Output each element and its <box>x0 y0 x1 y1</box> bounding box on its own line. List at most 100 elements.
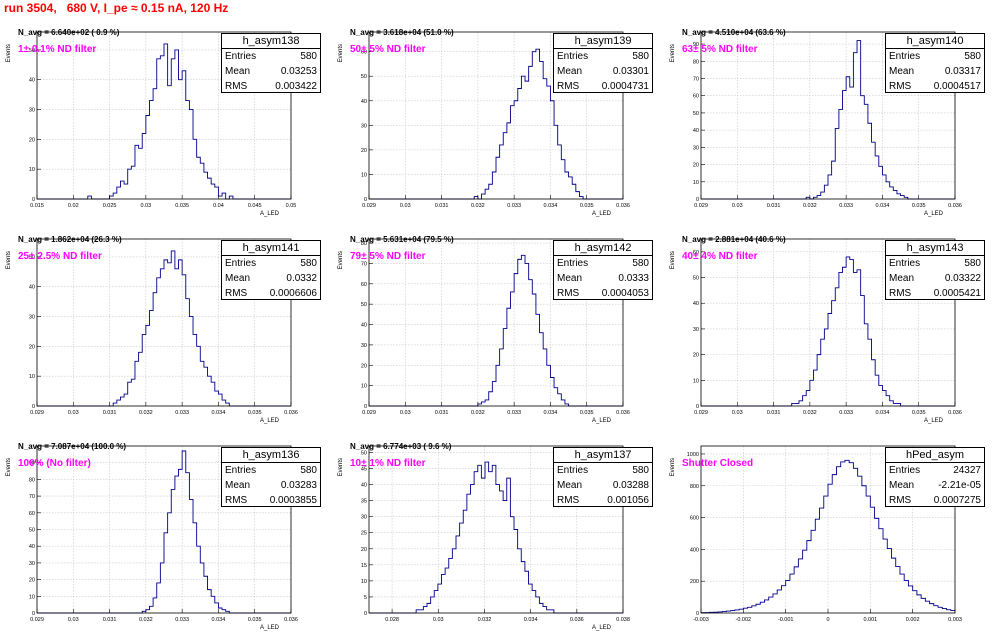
stats-value: 580 <box>632 465 649 476</box>
x-tick-label: 0.038 <box>616 617 630 623</box>
x-tick-label: 0.031 <box>767 410 781 416</box>
stats-label: Entries <box>889 258 921 269</box>
stats-box: h_asym138 Entries 580 Mean 0.03253 RMS 0.00342… <box>221 33 321 93</box>
y-tick-label: 30 <box>693 145 699 151</box>
stats-label: RMS <box>889 495 912 506</box>
stats-value: 0.0004517 <box>933 81 981 92</box>
x-tick-label: 0.035 <box>248 617 262 623</box>
x-tick-label: 0.029 <box>694 410 708 416</box>
x-tick-label: 0.035 <box>248 410 262 416</box>
filter-note: 25± 2.5% ND filter <box>18 251 102 262</box>
histogram-panel-3: 0.029 0.03 0.031 0.032 0.033 0.034 0.035 0.036 0… <box>0 223 332 430</box>
x-axis-title: A_LED <box>592 625 612 631</box>
stats-label: Mean <box>557 66 583 77</box>
n-avg-label: N_avg = 4.510e+04 (63.6 %) <box>682 28 786 37</box>
x-axis-title: A_LED <box>592 211 612 217</box>
stats-box: h_asym143 Entries 580 Mean 0.03322 RMS 0.00054… <box>885 240 985 300</box>
stats-label: RMS <box>889 81 912 92</box>
n-avg-label: N_avg = 6.774e+03 ( 9.6 %) <box>350 442 452 451</box>
y-axis-title: Events <box>670 458 676 476</box>
y-tick-label: 80 <box>361 241 367 247</box>
filter-note: 40± 4% ND filter <box>682 251 758 262</box>
histogram-plot: 0.029 0.03 0.031 0.032 0.033 0.034 0.035 0.036 0… <box>670 238 962 424</box>
x-tick-label: 0.034 <box>876 410 890 416</box>
stats-row-mean: Mean -2.21e-05 <box>886 478 984 493</box>
y-tick-label: 80 <box>693 59 699 65</box>
histogram-name: h_asym141 <box>222 241 320 256</box>
stats-value: 0.0003855 <box>269 495 317 506</box>
x-tick-label: 0.03 <box>433 617 444 623</box>
y-tick-label: 20 <box>693 353 699 359</box>
x-tick-label: 0.015 <box>30 203 44 209</box>
x-tick-label: 0 <box>826 617 829 623</box>
stats-value: 0.03253 <box>280 66 317 77</box>
x-tick-label: 0.036 <box>948 203 962 209</box>
x-axis-title: A_LED <box>924 211 944 217</box>
x-tick-label: 0.05 <box>286 203 297 209</box>
y-tick-label: 70 <box>29 494 35 500</box>
x-tick-label: 0.03 <box>68 617 79 623</box>
y-axis-title: Events <box>670 251 676 269</box>
y-tick-label: 5 <box>364 595 367 601</box>
histogram-name: h_asym143 <box>886 241 984 256</box>
x-tick-label: 0.034 <box>876 203 890 209</box>
stats-value: 580 <box>964 258 981 269</box>
x-tick-label: 0.03 <box>400 203 411 209</box>
y-tick-label: 30 <box>693 327 699 333</box>
stats-value: 580 <box>300 51 317 62</box>
stats-label: Entries <box>225 465 257 476</box>
page-title: run 3504, 680 V, I_pe ≈ 0.15 nA, 120 Hz <box>4 1 229 15</box>
stats-box: h_asym140 Entries 580 Mean 0.03317 RMS 0.00045… <box>885 33 985 93</box>
n-avg-label: N_avg = 3.618e+04 (51.0 %) <box>350 28 454 37</box>
y-tick-label: 60 <box>361 282 367 288</box>
filter-note: 50± 5% ND filter <box>350 44 426 55</box>
plot-frame <box>368 31 624 200</box>
stats-row-rms: RMS 0.001056 <box>554 493 652 508</box>
y-axis-title: Events <box>338 44 344 62</box>
stats-row-mean: Mean 0.03253 <box>222 64 320 79</box>
y-tick-label: 40 <box>693 128 699 134</box>
stats-value: 0.0332 <box>286 273 317 284</box>
y-tick-label: 50 <box>29 255 35 261</box>
stats-row-rms: RMS 0.003422 <box>222 79 320 94</box>
y-tick-label: 40 <box>29 544 35 550</box>
x-tick-label: 0.029 <box>30 410 44 416</box>
x-tick-label: 0.03 <box>400 410 411 416</box>
plot-frame <box>36 238 292 407</box>
histogram-plot: 0.029 0.03 0.031 0.032 0.033 0.034 0.035 0.036 0… <box>338 31 630 217</box>
stats-box: h_asym137 Entries 580 Mean 0.03288 RMS 0.00105… <box>553 447 653 507</box>
n-avg-label: N_avg = 2.881e+04 (40.6 %) <box>682 235 786 244</box>
n-avg-label: N_avg = 5.631e+04 (79.5 %) <box>350 235 454 244</box>
histogram-name: h_asym142 <box>554 241 652 256</box>
stats-label: Entries <box>557 51 589 62</box>
x-tick-label: -0.003 <box>693 617 709 623</box>
stats-row-entries: Entries 24327 <box>886 463 984 478</box>
y-tick-label: 0 <box>364 611 367 617</box>
y-tick-label: 10 <box>693 378 699 384</box>
x-axis-title: A_LED <box>260 418 280 424</box>
y-tick-label: 20 <box>361 363 367 369</box>
y-tick-label: 40 <box>361 483 367 489</box>
stats-row-rms: RMS 0.0004731 <box>554 79 652 94</box>
x-tick-label: 0.001 <box>863 617 877 623</box>
y-tick-label: 60 <box>29 511 35 517</box>
stats-label: RMS <box>557 495 580 506</box>
y-tick-label: 0 <box>364 197 367 203</box>
histogram-panel-5: 0.029 0.03 0.031 0.032 0.033 0.034 0.035 0.036 0… <box>664 223 996 430</box>
y-tick-label: 10 <box>361 384 367 390</box>
x-axis-title: A_LED <box>260 625 280 631</box>
y-tick-label: 10 <box>693 180 699 186</box>
y-tick-label: 70 <box>361 261 367 267</box>
stats-row-rms: RMS 0.0007275 <box>886 493 984 508</box>
y-tick-label: 50 <box>361 74 367 80</box>
x-tick-label: 0.04 <box>213 203 224 209</box>
x-tick-label: 0.029 <box>362 203 376 209</box>
stats-row-entries: Entries 580 <box>886 49 984 64</box>
stats-value: 580 <box>632 51 649 62</box>
stats-value: 0.003422 <box>275 81 317 92</box>
stats-value: 0.0006606 <box>269 288 317 299</box>
histogram-plot: 0.029 0.03 0.031 0.032 0.033 0.034 0.035 0.036 0… <box>338 238 630 424</box>
y-tick-label: 30 <box>361 343 367 349</box>
x-tick-label: 0.029 <box>30 617 44 623</box>
stats-value: 580 <box>632 258 649 269</box>
